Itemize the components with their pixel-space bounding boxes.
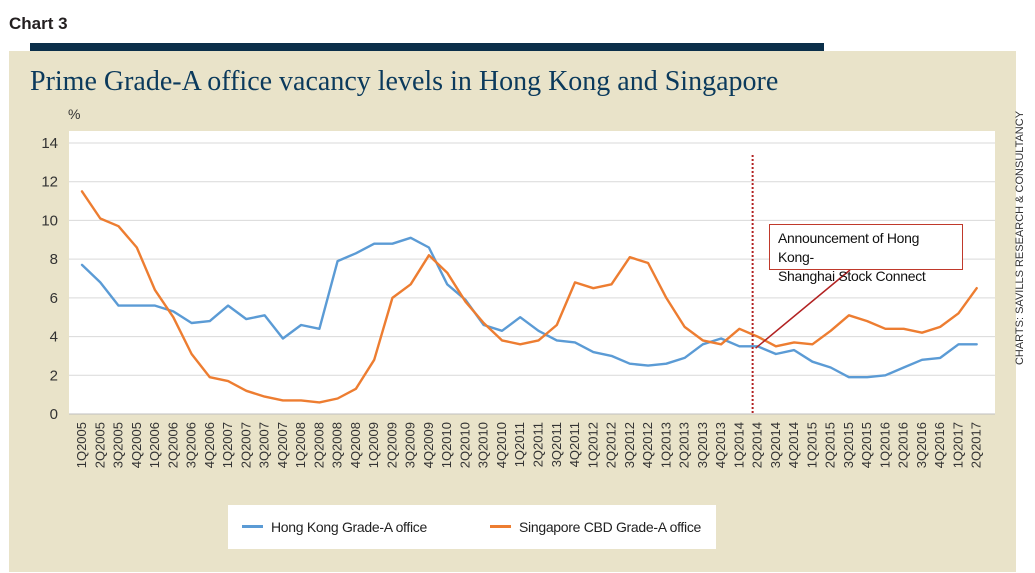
x-tick-label: 3Q2008 xyxy=(330,422,345,468)
x-tick-label: 3Q2014 xyxy=(768,422,783,468)
x-tick-label: 2Q2010 xyxy=(457,422,472,468)
x-tick-label: 2Q2011 xyxy=(531,422,546,467)
x-tick-label: 4Q2012 xyxy=(640,422,655,468)
x-tick-label: 4Q2014 xyxy=(786,422,801,468)
x-tick-label: 4Q2013 xyxy=(713,422,728,468)
x-tick-label: 2Q2005 xyxy=(92,422,107,468)
legend-label-hong-kong: Hong Kong Grade-A office xyxy=(271,519,427,535)
chart-title: Prime Grade-A office vacancy levels in H… xyxy=(30,66,779,97)
x-tick-label: 3Q2007 xyxy=(257,422,272,468)
x-tick-label: 1Q2017 xyxy=(950,422,965,468)
x-tick-label: 4Q2011 xyxy=(567,422,582,467)
y-tick-label: 2 xyxy=(50,367,58,384)
x-tick-label: 1Q2007 xyxy=(220,422,235,468)
x-tick-label: 4Q2009 xyxy=(421,422,436,468)
x-tick-label: 2Q2006 xyxy=(165,422,180,468)
chart-legend: Hong Kong Grade-A office Singapore CBD G… xyxy=(228,505,716,549)
x-tick-label: 4Q2016 xyxy=(932,422,947,468)
x-tick-label: 1Q2014 xyxy=(731,422,746,468)
x-tick-label: 3Q2006 xyxy=(184,422,199,468)
x-tick-label: 1Q2006 xyxy=(147,422,162,468)
x-tick-label: 1Q2015 xyxy=(804,422,819,468)
y-tick-label: 0 xyxy=(50,406,58,423)
x-tick-label: 2Q2007 xyxy=(238,422,253,468)
x-tick-label: 3Q2005 xyxy=(111,422,126,468)
x-tick-label: 3Q2009 xyxy=(403,422,418,468)
y-tick-label: 14 xyxy=(41,135,58,152)
x-tick-label: 1Q2005 xyxy=(74,422,89,468)
x-tick-label: 2Q2014 xyxy=(750,422,765,468)
x-tick-label: 2Q2017 xyxy=(969,422,984,468)
legend-swatch-singapore xyxy=(490,524,511,528)
y-axis-unit-label: % xyxy=(68,106,81,122)
chart-number-label: Chart 3 xyxy=(9,14,68,33)
x-tick-label: 4Q2006 xyxy=(202,422,217,468)
x-tick-label: 2Q2015 xyxy=(823,422,838,468)
x-tick-label: 2Q2012 xyxy=(604,422,619,468)
x-tick-label: 1Q2012 xyxy=(585,422,600,468)
x-tick-label: 1Q2016 xyxy=(877,422,892,468)
x-tick-label: 4Q2015 xyxy=(859,422,874,468)
y-tick-label: 6 xyxy=(50,290,58,307)
x-tick-label: 2Q2008 xyxy=(311,422,326,468)
y-tick-label: 12 xyxy=(41,174,58,191)
annotation-line-1: Announcement of Hong Kong- xyxy=(778,230,920,265)
legend-item-singapore: Singapore CBD Grade-A office xyxy=(490,519,701,535)
x-tick-label: 4Q2008 xyxy=(348,422,363,468)
x-tick-label: 3Q2011 xyxy=(549,422,564,467)
legend-label-singapore: Singapore CBD Grade-A office xyxy=(519,519,702,535)
x-tick-label: 4Q2007 xyxy=(275,422,290,468)
plot-area xyxy=(69,131,995,414)
x-tick-label: 2Q2013 xyxy=(677,422,692,468)
x-tick-label: 3Q2013 xyxy=(695,422,710,468)
header-rule xyxy=(30,43,824,51)
x-tick-label: 1Q2011 xyxy=(512,422,527,467)
x-tick-label: 3Q2012 xyxy=(622,422,637,468)
series-line-hong-kong xyxy=(80,236,978,379)
x-tick-label: 3Q2015 xyxy=(841,422,856,468)
annotation-box: Announcement of Hong Kong- Shanghai Stoc… xyxy=(769,224,963,284)
x-tick-label: 1Q2013 xyxy=(658,422,673,468)
x-tick-label: 4Q2005 xyxy=(129,422,144,468)
annotation-pointer xyxy=(755,269,851,349)
x-tick-label: 2Q2009 xyxy=(384,422,399,468)
x-tick-label: 3Q2016 xyxy=(914,422,929,468)
series-line-singapore xyxy=(80,190,978,404)
y-tick-label: 8 xyxy=(50,251,58,268)
x-tick-label: 1Q2009 xyxy=(366,422,381,468)
x-tick-label: 1Q2010 xyxy=(439,422,454,468)
x-tick-label: 4Q2010 xyxy=(494,422,509,468)
annotation-line-2: Shanghai Stock Connect xyxy=(778,268,926,284)
legend-swatch-hong-kong xyxy=(242,524,263,528)
y-tick-label: 10 xyxy=(41,212,58,229)
x-tick-label: 1Q2008 xyxy=(293,422,308,468)
legend-item-hong-kong: Hong Kong Grade-A office xyxy=(242,519,427,535)
y-tick-label: 4 xyxy=(50,329,58,346)
x-tick-label: 3Q2010 xyxy=(476,422,491,468)
x-tick-label: 2Q2016 xyxy=(896,422,911,468)
